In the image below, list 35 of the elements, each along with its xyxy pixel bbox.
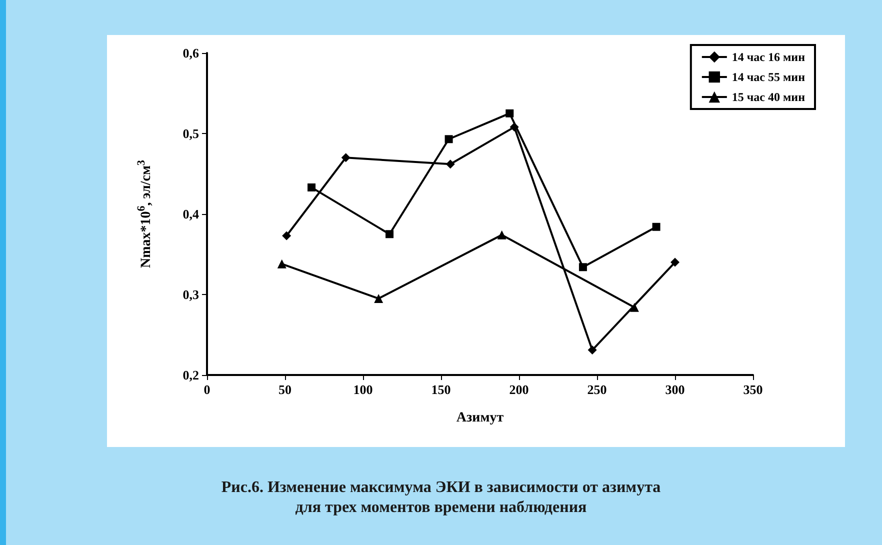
y-axis-title: Nmax*106, эл/см3 — [136, 159, 154, 268]
point — [510, 122, 519, 132]
x-tick-label: 150 — [431, 382, 451, 397]
y-tick-label: 0,4 — [182, 206, 200, 222]
point — [652, 222, 660, 231]
point — [308, 183, 316, 192]
point — [282, 231, 292, 240]
x-tick-label: 0 — [204, 382, 210, 397]
y-tick-label: 0,5 — [182, 126, 200, 141]
point — [578, 263, 587, 272]
x-tick-label: 350 — [743, 382, 763, 397]
point — [341, 153, 350, 162]
point — [506, 109, 514, 118]
x-tick-label: 100 — [353, 382, 373, 397]
point — [277, 259, 286, 268]
text: Рис.6. Изменение максимума ЭКИ в зависимости от азимута для трех моментов времени наблюдения — [220, 478, 662, 518]
point — [386, 230, 394, 238]
y-tick-label: 0,2 — [182, 368, 199, 382]
point — [446, 160, 455, 169]
x-tick-label: 200 — [509, 382, 529, 397]
legend-label: 15 час 40 мин — [732, 90, 806, 104]
y-tick-label: 0,6 — [182, 46, 200, 60]
y-tick-label: 0,3 — [182, 287, 200, 302]
legend-label: 14 час 16 мин — [732, 50, 806, 64]
point — [630, 302, 639, 312]
point — [497, 230, 506, 240]
x-tick-label: 50 — [278, 382, 292, 397]
point — [670, 258, 680, 267]
x-tick-label: 300 — [665, 382, 685, 397]
legend-label: 14 час 55 мин — [732, 70, 806, 84]
x-axis-title: Азимут — [456, 410, 504, 426]
point — [374, 294, 384, 304]
point — [444, 135, 453, 144]
point — [588, 346, 597, 355]
x-tick-label: 250 — [587, 382, 607, 397]
